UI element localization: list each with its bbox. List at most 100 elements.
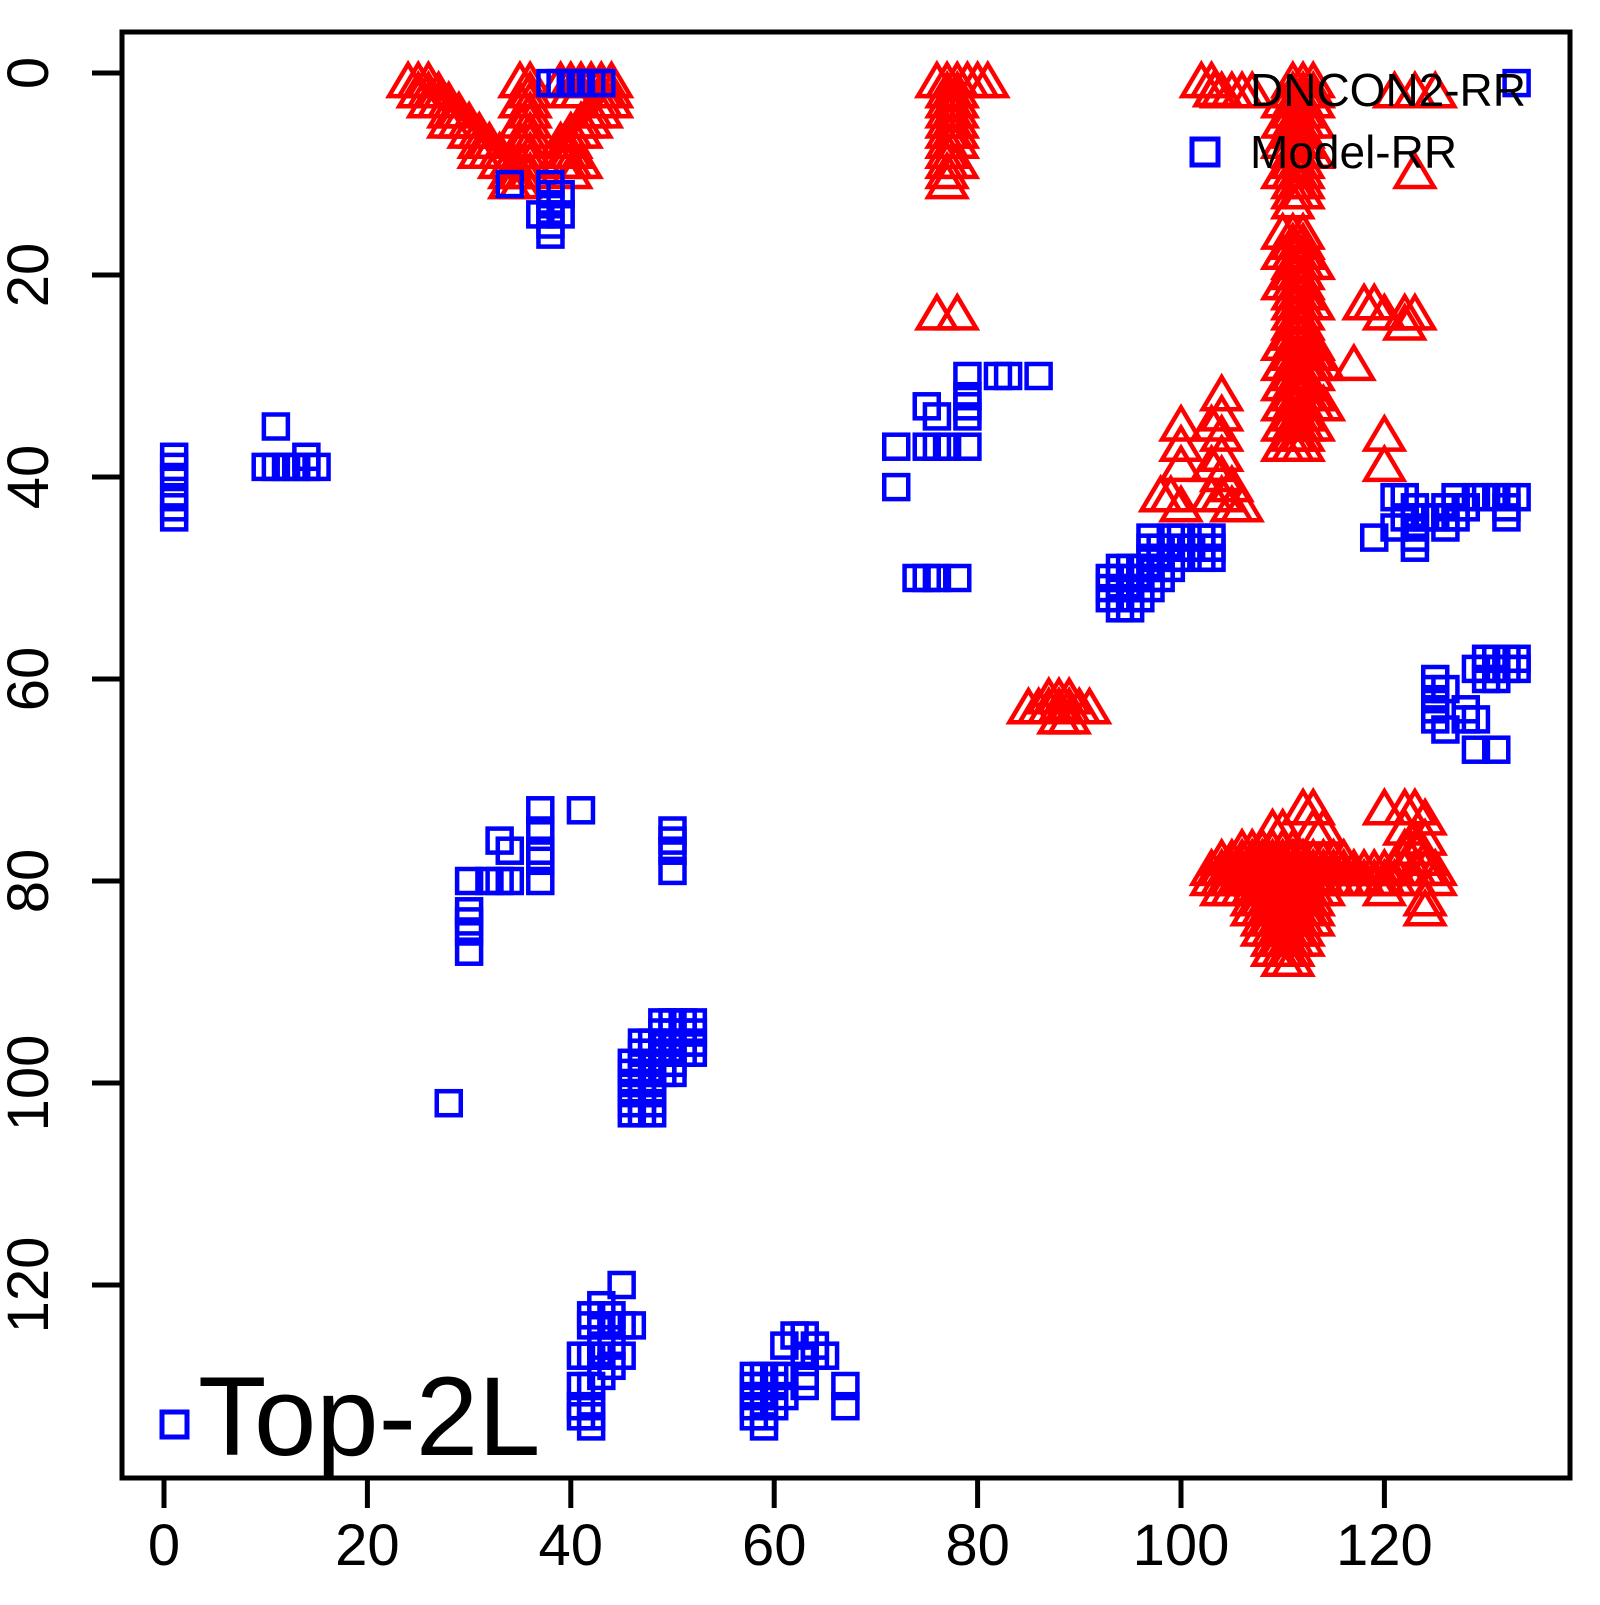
data-point-triangle [1280, 423, 1326, 462]
data-point-triangle [934, 140, 981, 180]
data-point-triangle [1290, 79, 1337, 119]
data-point-triangle [1300, 867, 1347, 907]
legend-label-model: Model-RR [1250, 126, 1457, 178]
x-axis: 0 20 40 60 80 100 120 [148, 1478, 1433, 1578]
data-point-square [302, 452, 331, 482]
data-point-square [993, 361, 1023, 391]
annotation-square-icon [159, 1409, 190, 1440]
data-point-square [922, 563, 952, 593]
data-point-square [831, 1391, 860, 1421]
legend-square-icon [1189, 136, 1221, 168]
data-point-triangle [1280, 908, 1326, 947]
data-point-triangle [1361, 443, 1408, 483]
data-point-triangle [1290, 897, 1337, 937]
data-point-square [434, 1088, 464, 1118]
data-point-triangle [507, 130, 554, 170]
data-point-triangle [1269, 938, 1316, 978]
data-point-square [953, 402, 982, 431]
data-point-square [1461, 705, 1491, 734]
data-point-square [526, 796, 555, 825]
annotation: Top-2L [159, 1354, 540, 1479]
data-point-triangle [405, 59, 452, 99]
data-point-triangle [1300, 382, 1347, 422]
data-point-square [454, 937, 484, 966]
x-tick-label: 40 [539, 1513, 604, 1578]
data-point-square [607, 1270, 636, 1300]
data-point-triangle [1402, 796, 1449, 836]
data-point-square [1115, 594, 1145, 623]
y-tick-label: 0 [0, 57, 61, 89]
data-point-triangle [578, 89, 625, 129]
data-point-triangle [1290, 59, 1337, 99]
data-point-square [495, 836, 525, 865]
y-tick-label: 40 [0, 445, 61, 510]
data-point-triangle [1158, 443, 1204, 483]
x-tick-label: 20 [335, 1513, 400, 1578]
data-point-triangle [1158, 483, 1204, 523]
plot-border [119, 29, 1573, 1481]
data-point-triangle [1412, 847, 1459, 887]
data-point-triangle [1198, 433, 1245, 473]
data-point-triangle [1208, 463, 1255, 503]
y-tick-label: 20 [0, 243, 61, 308]
data-point-triangle [924, 160, 971, 200]
x-tick-label: 100 [1133, 1513, 1230, 1578]
data-point-square [1197, 543, 1226, 573]
y-tick-label: 120 [0, 1237, 61, 1334]
data-point-triangle [1402, 887, 1449, 927]
data-point-triangle [1198, 413, 1245, 452]
data-point-square [953, 361, 982, 391]
data-point-square [1502, 482, 1531, 512]
data-point-square [261, 412, 291, 441]
data-point-triangle [1280, 160, 1326, 200]
data-point-square [1482, 664, 1511, 694]
data-point-square [1502, 68, 1531, 98]
data-points-layer [159, 59, 1531, 1441]
data-point-triangle [476, 130, 523, 170]
data-point-triangle [588, 79, 635, 119]
x-tick-label: 0 [148, 1513, 180, 1578]
data-point-triangle [1290, 887, 1337, 927]
data-point-triangle [1402, 837, 1449, 877]
data-point-triangle [547, 130, 594, 170]
y-axis: 0 20 40 60 80 100 120 [0, 57, 122, 1334]
data-point-triangle [1229, 69, 1276, 109]
data-point-triangle [1402, 877, 1449, 917]
data-point-triangle [1269, 928, 1316, 967]
data-point-triangle [1391, 150, 1438, 190]
data-point-triangle [1066, 685, 1113, 725]
data-point-triangle [1361, 867, 1408, 907]
data-point-triangle [425, 79, 472, 119]
data-point-triangle [1290, 130, 1337, 170]
data-point-square [922, 402, 952, 431]
data-point-triangle [1290, 786, 1337, 826]
data-point-square [943, 563, 972, 593]
data-point-triangle [456, 110, 503, 149]
data-point-square [1024, 361, 1053, 391]
data-point-square [566, 796, 596, 825]
x-tick-label: 60 [742, 1513, 807, 1578]
data-point-triangle [1320, 837, 1367, 877]
data-point-triangle [964, 59, 1011, 99]
data-point-triangle [934, 120, 981, 159]
data-point-triangle [1158, 403, 1204, 442]
data-point-triangle [1198, 473, 1245, 513]
data-point-square [1461, 735, 1491, 764]
data-point-square [159, 503, 189, 532]
data-point-triangle [1412, 69, 1459, 109]
data-point-triangle [1280, 150, 1326, 190]
data-point-square [526, 866, 555, 896]
data-point-square [495, 866, 525, 896]
data-point-triangle [1198, 453, 1245, 493]
data-point-triangle [1381, 807, 1428, 846]
annotation-label: Top-2L [198, 1354, 540, 1479]
data-point-square [495, 169, 525, 199]
data-point-triangle [1280, 413, 1326, 452]
data-point-triangle [1188, 403, 1235, 442]
data-point-triangle [568, 100, 615, 139]
data-point-square [881, 432, 911, 461]
data-point-triangle [924, 150, 971, 190]
data-point-triangle [934, 100, 981, 139]
data-point-triangle [1198, 372, 1245, 412]
